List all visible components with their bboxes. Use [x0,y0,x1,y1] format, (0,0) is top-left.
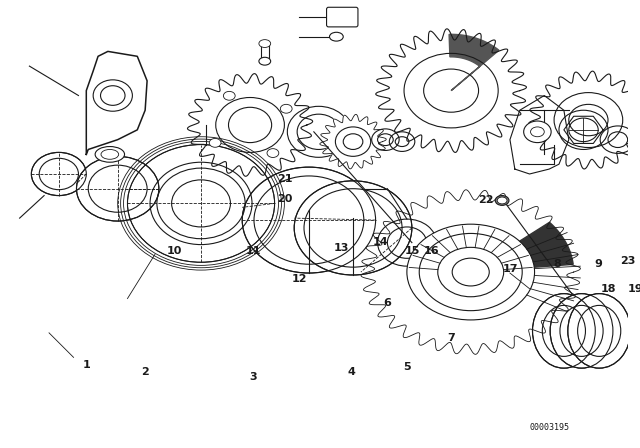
Polygon shape [86,52,147,155]
Ellipse shape [452,258,489,286]
Polygon shape [449,34,499,90]
Polygon shape [529,71,640,169]
Polygon shape [320,114,386,169]
Text: 13: 13 [333,242,349,253]
Ellipse shape [95,146,125,162]
Ellipse shape [497,197,507,204]
Text: 21: 21 [276,174,292,184]
Text: 00003195: 00003195 [529,423,569,432]
Ellipse shape [242,167,376,273]
Ellipse shape [280,104,292,113]
FancyBboxPatch shape [326,7,358,27]
Text: 17: 17 [502,264,518,274]
Text: 1: 1 [83,360,90,370]
Ellipse shape [634,112,640,119]
Polygon shape [361,190,580,354]
Text: 16: 16 [424,246,439,256]
Text: 9: 9 [595,259,602,269]
Polygon shape [376,29,527,152]
Text: 6: 6 [383,298,391,308]
Ellipse shape [550,293,613,368]
Text: 3: 3 [249,372,257,382]
Text: 23: 23 [620,256,636,266]
Text: 10: 10 [167,246,182,256]
Ellipse shape [407,224,534,320]
Text: 4: 4 [347,367,355,377]
Ellipse shape [438,247,504,297]
Polygon shape [510,95,569,174]
Ellipse shape [495,196,509,205]
Text: 8: 8 [553,259,561,269]
Ellipse shape [532,293,595,368]
Ellipse shape [31,152,86,196]
Text: 14: 14 [372,237,388,247]
Ellipse shape [209,138,221,147]
Ellipse shape [93,80,132,111]
Text: 2: 2 [141,367,149,377]
Text: 18: 18 [600,284,616,294]
Ellipse shape [524,121,551,142]
Text: 20: 20 [276,194,292,203]
Ellipse shape [77,156,159,221]
Text: 7: 7 [447,333,455,343]
Ellipse shape [294,181,412,275]
Ellipse shape [223,91,235,100]
Ellipse shape [259,39,271,47]
Text: 12: 12 [291,274,307,284]
Text: 11: 11 [245,246,260,256]
Text: 19: 19 [628,284,640,294]
Ellipse shape [568,293,630,368]
Text: 15: 15 [404,246,420,256]
Text: 22: 22 [477,195,493,206]
Ellipse shape [419,233,522,310]
Text: 5: 5 [403,362,411,372]
Ellipse shape [259,57,271,65]
Ellipse shape [330,32,343,41]
Polygon shape [471,222,573,272]
Ellipse shape [267,149,279,158]
Polygon shape [188,73,312,176]
